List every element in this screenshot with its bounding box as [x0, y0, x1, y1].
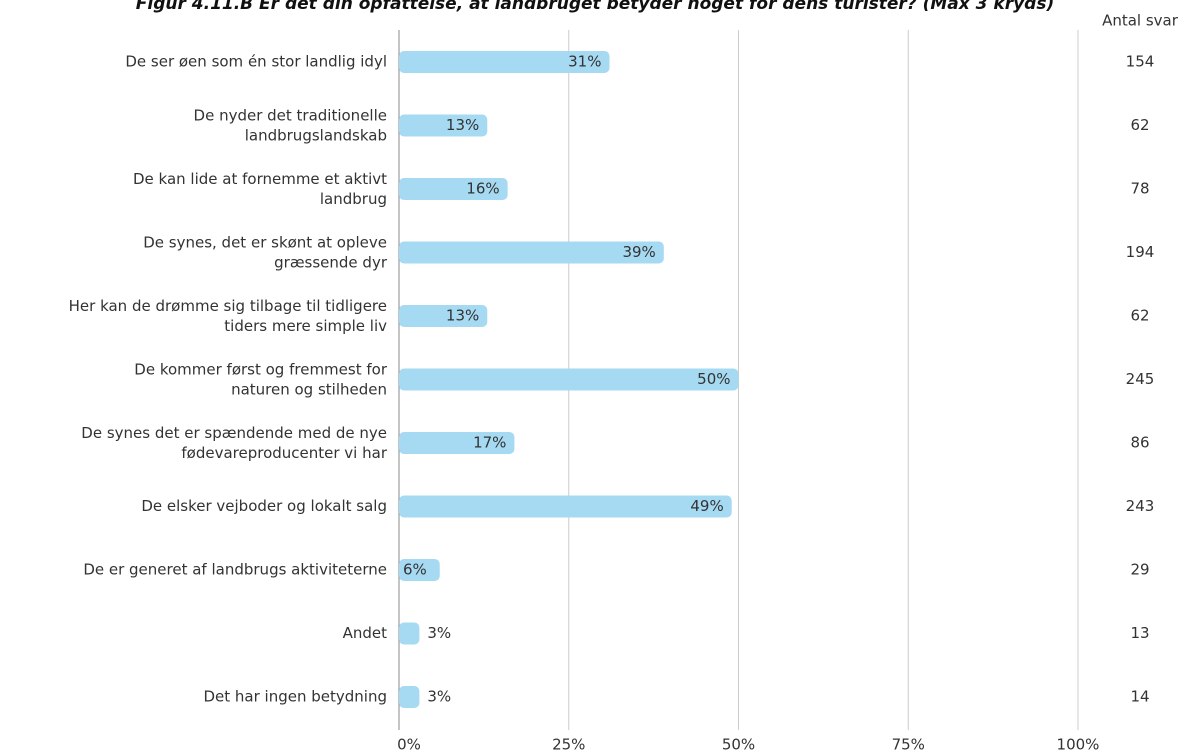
count-label: 245 [1126, 370, 1155, 388]
bar [399, 432, 515, 454]
category-label: De synes, det er skønt at opleve græssend… [143, 233, 388, 271]
category-label: Her kan de drømme sig tilbage til tidlig… [69, 297, 387, 335]
category-label: De kommer først og fremmest for naturen o… [134, 360, 388, 398]
count-label: 78 [1130, 180, 1149, 198]
value-label: 50% [697, 370, 730, 388]
bar [399, 178, 508, 200]
value-label: 3% [427, 624, 451, 642]
chart-title: Figur 4.11.B Er det din opfattelse, at l… [136, 0, 1054, 14]
x-tick-label: 100% [1057, 736, 1100, 753]
category-label: De nyder det traditionelle landbrugslands… [194, 106, 387, 144]
bar [399, 495, 732, 518]
x-tick-label: 25% [552, 736, 585, 753]
count-label: 243 [1126, 497, 1155, 515]
count-label: 13 [1130, 624, 1149, 642]
bar [399, 305, 488, 327]
value-label: 6% [403, 561, 427, 579]
count-label: 62 [1130, 116, 1149, 134]
count-label: 62 [1130, 307, 1149, 325]
value-label: 13% [446, 116, 479, 134]
counts-header: Antal svar [1102, 12, 1179, 30]
bar [399, 686, 420, 708]
value-label: 17% [473, 434, 506, 452]
count-label: 154 [1126, 53, 1155, 71]
x-tick-label: 50% [722, 736, 755, 753]
category-label: Andet [343, 624, 388, 642]
x-tick-label: 0% [397, 736, 421, 753]
count-label: 29 [1130, 561, 1149, 579]
category-label: Det har ingen betydning [204, 688, 388, 706]
bar [399, 368, 739, 391]
category-label: De ser øen som én stor landlig idyl [125, 53, 387, 71]
bar [399, 114, 488, 137]
value-label: 3% [427, 688, 451, 706]
value-label: 13% [446, 307, 479, 325]
category-label: De kan lide at fornemme et aktivt landbru… [133, 170, 387, 208]
value-label: 31% [568, 53, 601, 71]
bar [399, 559, 440, 581]
count-label: 86 [1130, 434, 1149, 452]
count-label: 14 [1130, 688, 1149, 706]
value-label: 39% [622, 243, 655, 261]
bar [399, 241, 664, 264]
category-label: De elsker vejboder og lokalt salg [141, 497, 387, 515]
x-tick-label: 75% [892, 736, 925, 753]
value-label: 49% [690, 497, 723, 515]
bar [399, 622, 420, 645]
bar [399, 51, 610, 73]
category-label: De er generet af landbrugs aktiviteterne [83, 561, 387, 579]
category-label: De synes det er spændende med de nye føde… [81, 424, 388, 462]
value-label: 16% [466, 180, 499, 198]
count-label: 194 [1126, 243, 1155, 261]
